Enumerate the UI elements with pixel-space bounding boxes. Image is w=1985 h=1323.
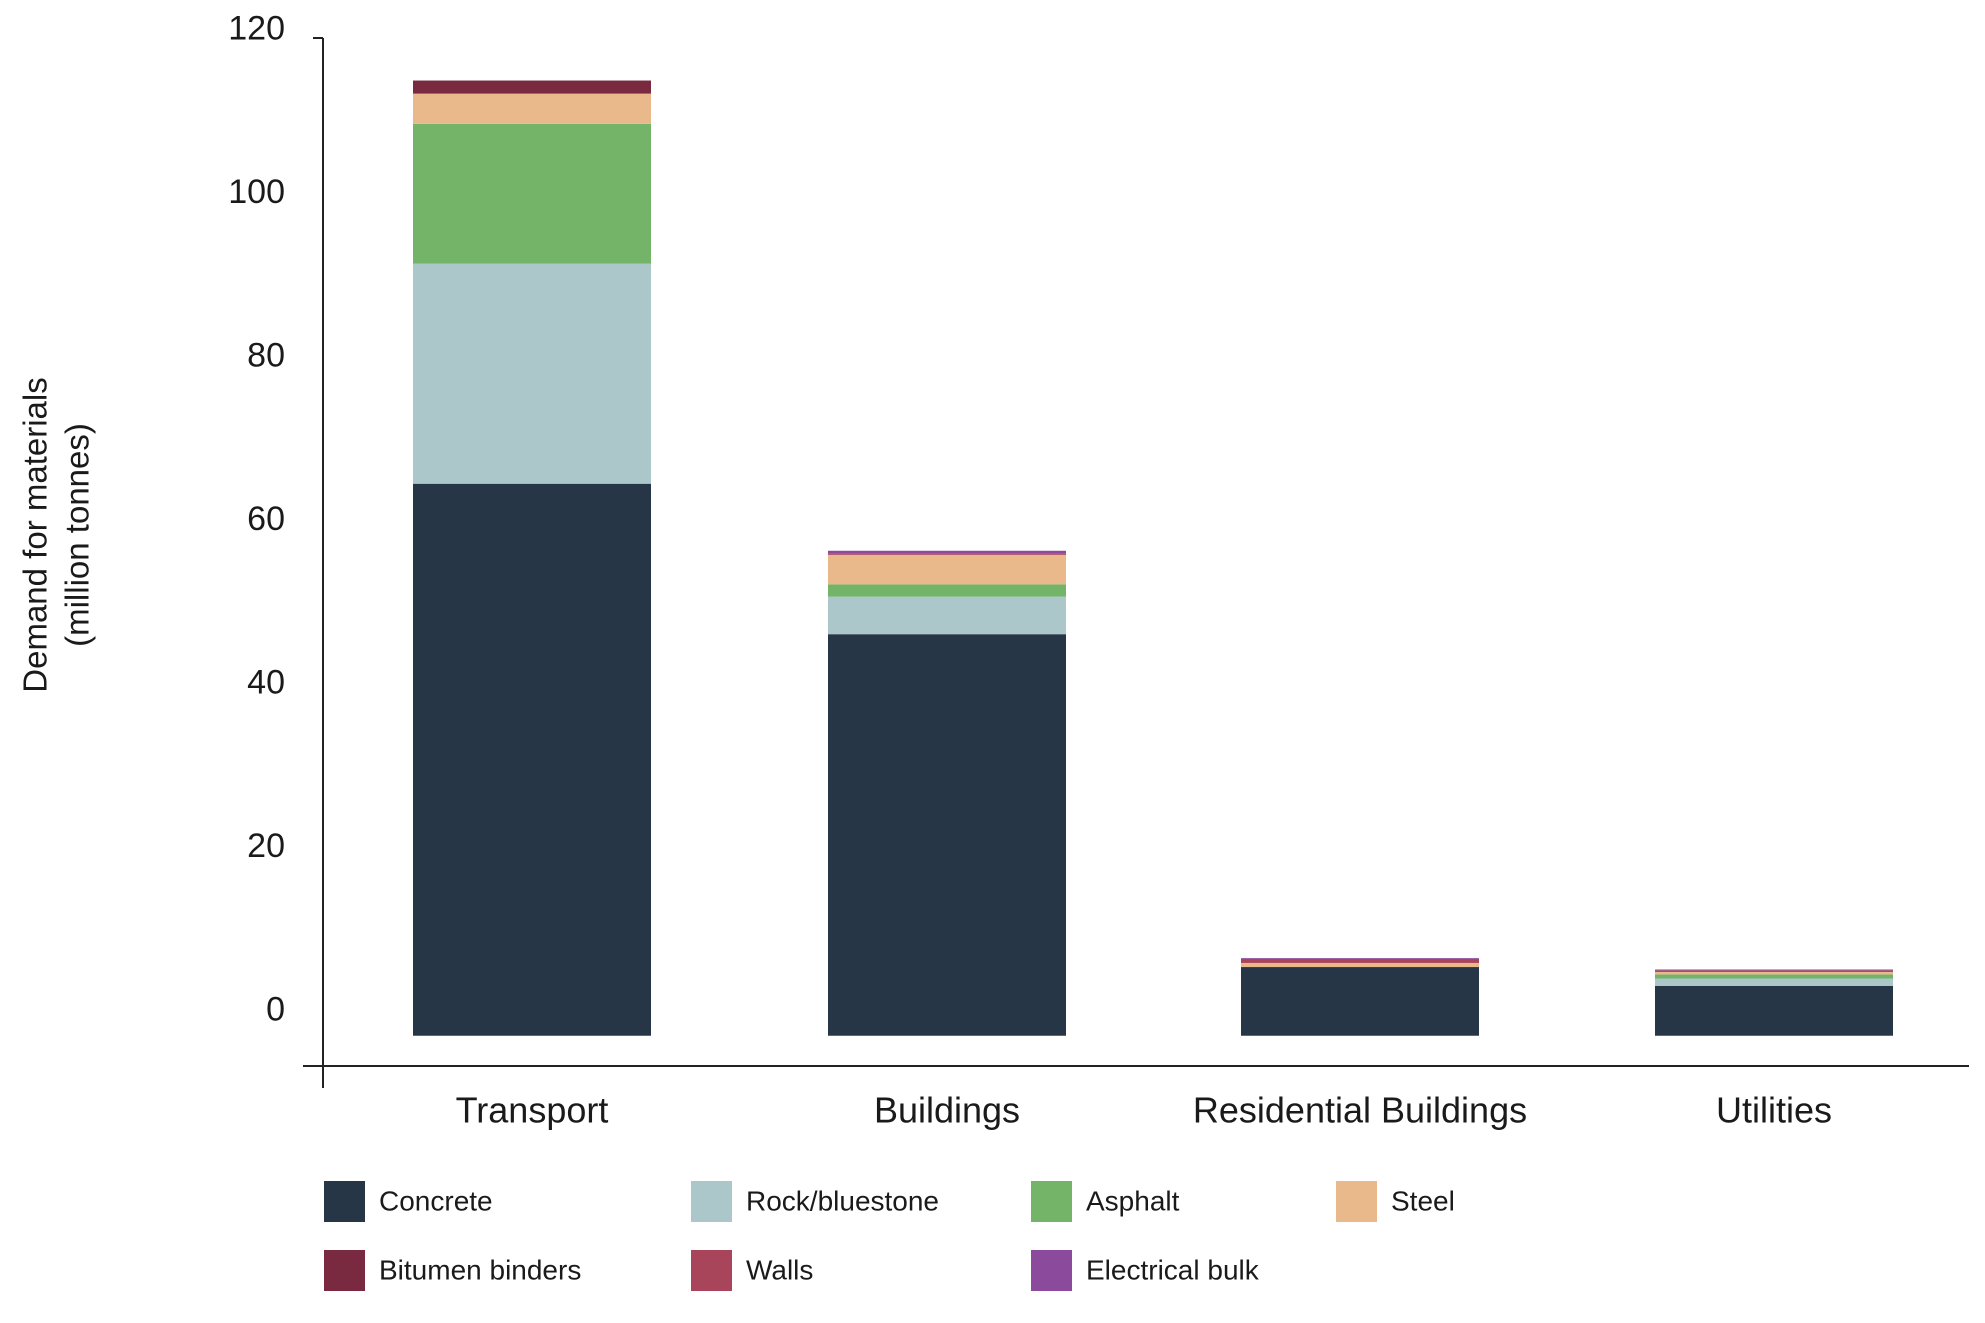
bar-segment: [828, 554, 1066, 585]
bar-segment: [1655, 985, 1893, 1036]
bar-segment: [413, 80, 651, 94]
legend-label: Electrical bulk: [1086, 1254, 1260, 1285]
bar-segment: [413, 483, 651, 1036]
y-axis-title: Demand for materials (million tonnes): [17, 377, 96, 692]
bar-segment: [1655, 978, 1893, 986]
bar-segment: [413, 263, 651, 484]
bar-segment: [828, 634, 1066, 1036]
bar-segment: [1655, 970, 1893, 972]
legend-swatch: [1336, 1181, 1377, 1222]
x-tick-label: Transport: [456, 1090, 609, 1131]
x-tick-label: Buildings: [874, 1090, 1020, 1131]
bar-segment: [1241, 962, 1479, 968]
bar-segment: [828, 550, 1066, 554]
legend-swatch: [1031, 1250, 1072, 1291]
x-tick-label: Utilities: [1716, 1090, 1832, 1131]
bar-segment: [828, 584, 1066, 597]
legend-swatch: [691, 1181, 732, 1222]
y-tick-label: 120: [228, 9, 285, 47]
legend-label: Asphalt: [1086, 1185, 1180, 1216]
bar-segment: [413, 93, 651, 124]
y-axis-title-line: Demand for materials: [17, 377, 54, 692]
bar-segment: [1655, 974, 1893, 979]
legend-swatch: [324, 1181, 365, 1222]
x-tick-label: Residential Buildings: [1193, 1090, 1527, 1131]
bar-segment: [1241, 958, 1479, 963]
legend-label: Steel: [1391, 1185, 1455, 1216]
y-tick-label: 40: [247, 664, 285, 702]
y-tick-label: 80: [247, 336, 285, 374]
bar-segment: [1241, 958, 1479, 959]
legend-swatch: [691, 1250, 732, 1291]
legend-label: Walls: [746, 1254, 813, 1285]
y-tick-label: 60: [247, 500, 285, 538]
legend-swatch: [324, 1250, 365, 1291]
bar-segment: [1241, 967, 1479, 1036]
y-tick-label: 100: [228, 173, 285, 211]
y-tick-label: 20: [247, 827, 285, 865]
bar-segment: [828, 596, 1066, 635]
legend-label: Rock/bluestone: [746, 1185, 939, 1216]
legend-swatch: [1031, 1181, 1072, 1222]
y-tick-label: 0: [266, 991, 285, 1029]
legend-label: Concrete: [379, 1185, 493, 1216]
y-axis-title-line: (million tonnes): [59, 423, 96, 647]
legend-label: Bitumen binders: [379, 1254, 581, 1285]
bar-segment: [1655, 971, 1893, 975]
bar-segment: [828, 553, 1066, 555]
bar-segment: [413, 123, 651, 264]
bar-segment: [1655, 969, 1893, 971]
